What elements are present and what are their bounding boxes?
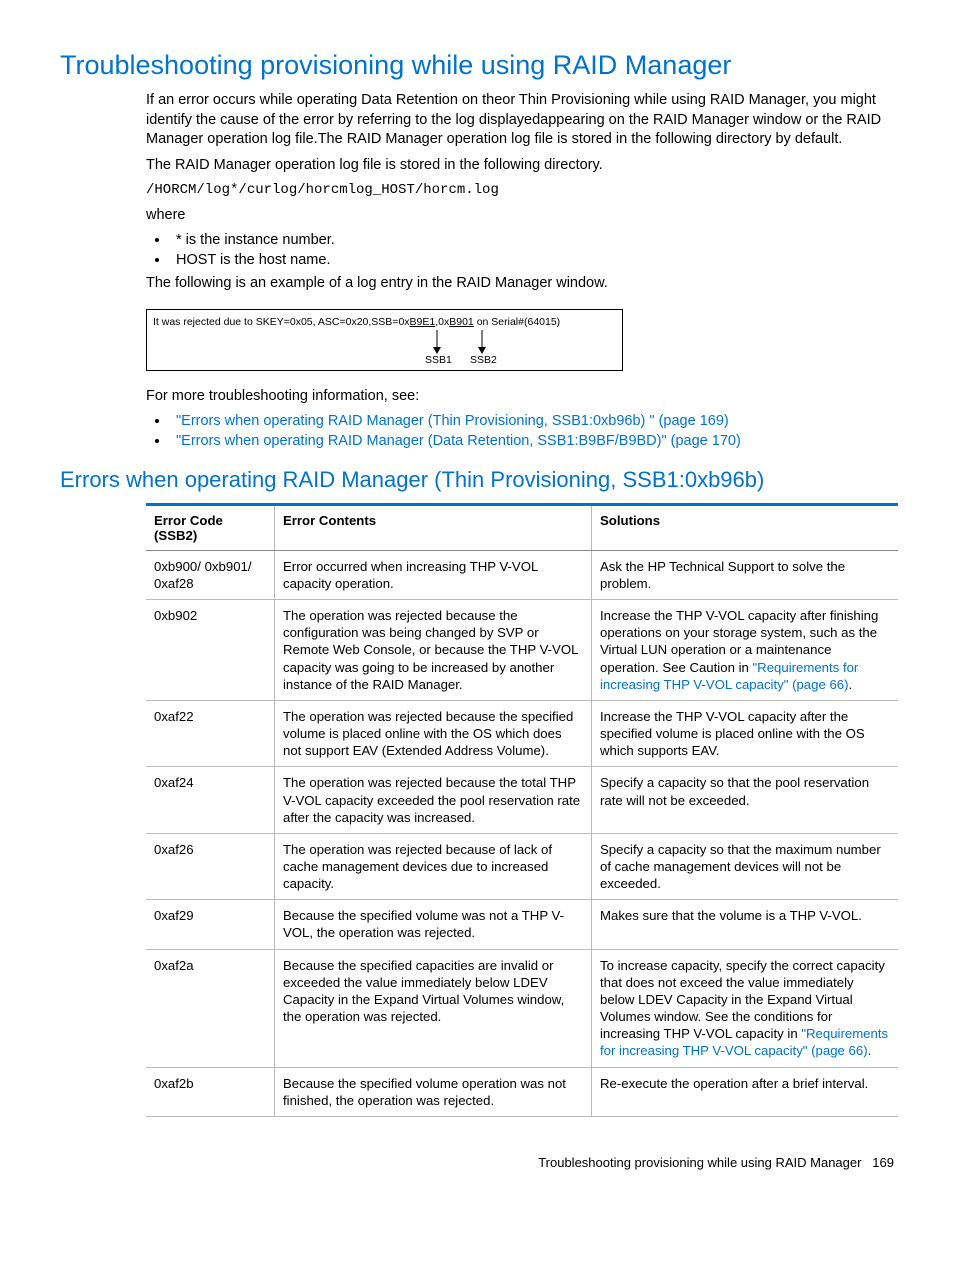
solution-text: Increase the THP V-VOL capacity after th…	[600, 709, 865, 758]
list-item: "Errors when operating RAID Manager (Thi…	[170, 413, 894, 429]
table-header: Solutions	[592, 504, 899, 550]
logfile-path: /HORCM/log*/curlog/horcmlog_HOST/horcm.l…	[146, 181, 894, 200]
solution-text: Specify a capacity so that the maximum n…	[600, 842, 881, 891]
solution-cell: Ask the HP Technical Support to solve th…	[592, 550, 899, 599]
error-contents-cell: Error occurred when increasing THP V-VOL…	[275, 550, 592, 599]
table-row: 0xaf24The operation was rejected because…	[146, 767, 898, 833]
where-list: * is the instance number. HOST is the ho…	[170, 232, 894, 268]
error-code-cell: 0xaf2a	[146, 949, 275, 1067]
error-contents-cell: Because the specified capacities are inv…	[275, 949, 592, 1067]
error-table: Error Code (SSB2) Error Contents Solutio…	[146, 503, 898, 1117]
table-row: 0xaf2bBecause the specified volume opera…	[146, 1067, 898, 1116]
solution-cell: Specify a capacity so that the maximum n…	[592, 833, 899, 899]
solution-cell: To increase capacity, specify the correc…	[592, 949, 899, 1067]
page-title: Troubleshooting provisioning while using…	[60, 50, 894, 81]
error-contents-cell: The operation was rejected because the c…	[275, 600, 592, 701]
error-contents-cell: The operation was rejected because the t…	[275, 767, 592, 833]
error-code-cell: 0xaf22	[146, 700, 275, 766]
table-row: 0xb902The operation was rejected because…	[146, 600, 898, 701]
footer-title: Troubleshooting provisioning while using…	[538, 1155, 861, 1170]
list-item: HOST is the host name.	[170, 252, 894, 268]
error-contents-cell: Because the specified volume operation w…	[275, 1067, 592, 1116]
more-info: For more troubleshooting information, se…	[146, 387, 894, 407]
solution-text: Ask the HP Technical Support to solve th…	[600, 559, 845, 591]
page-footer: Troubleshooting provisioning while using…	[60, 1155, 894, 1170]
solution-text: .	[868, 1043, 872, 1058]
solution-text: Makes sure that the volume is a THP V-VO…	[600, 908, 862, 923]
error-code-cell: 0xaf2b	[146, 1067, 275, 1116]
table-row: 0xb900/ 0xb901/ 0xaf28Error occurred whe…	[146, 550, 898, 599]
list-item: "Errors when operating RAID Manager (Dat…	[170, 433, 894, 449]
solution-cell: Makes sure that the volume is a THP V-VO…	[592, 900, 899, 949]
xref-link[interactable]: "Errors when operating RAID Manager (Dat…	[176, 433, 741, 449]
xref-link[interactable]: "Errors when operating RAID Manager (Thi…	[176, 413, 729, 429]
table-header: Error Contents	[275, 504, 592, 550]
intro-paragraph: If an error occurs while operating Data …	[146, 91, 894, 150]
solution-text: Re-execute the operation after a brief i…	[600, 1076, 868, 1091]
error-code-cell: 0xaf26	[146, 833, 275, 899]
error-code-cell: 0xb902	[146, 600, 275, 701]
footer-page: 169	[872, 1155, 894, 1170]
logfile-intro: The RAID Manager operation log file is s…	[146, 156, 894, 176]
error-contents-cell: Because the specified volume was not a T…	[275, 900, 592, 949]
error-code-cell: 0xaf29	[146, 900, 275, 949]
ssb1-label: SSB1	[425, 354, 452, 366]
error-code-cell: 0xb900/ 0xb901/ 0xaf28	[146, 550, 275, 599]
error-contents-cell: The operation was rejected because of la…	[275, 833, 592, 899]
table-header: Error Code (SSB2)	[146, 504, 275, 550]
log-example-box: It was rejected due to SKEY=0x05, ASC=0x…	[146, 309, 623, 371]
example-intro: The following is an example of a log ent…	[146, 274, 894, 294]
table-row: 0xaf2aBecause the specified capacities a…	[146, 949, 898, 1067]
solution-text: Specify a capacity so that the pool rese…	[600, 775, 869, 807]
list-item: * is the instance number.	[170, 232, 894, 248]
solution-cell: Specify a capacity so that the pool rese…	[592, 767, 899, 833]
where-label: where	[146, 206, 894, 226]
solution-cell: Re-execute the operation after a brief i…	[592, 1067, 899, 1116]
xref-list: "Errors when operating RAID Manager (Thi…	[170, 413, 894, 449]
log-arrows-icon	[147, 310, 622, 370]
table-row: 0xaf29Because the specified volume was n…	[146, 900, 898, 949]
error-contents-cell: The operation was rejected because the s…	[275, 700, 592, 766]
section-heading: Errors when operating RAID Manager (Thin…	[60, 467, 894, 493]
solution-cell: Increase the THP V-VOL capacity after fi…	[592, 600, 899, 701]
table-row: 0xaf22The operation was rejected because…	[146, 700, 898, 766]
solution-cell: Increase the THP V-VOL capacity after th…	[592, 700, 899, 766]
solution-text: .	[849, 677, 853, 692]
error-code-cell: 0xaf24	[146, 767, 275, 833]
ssb2-label: SSB2	[470, 354, 497, 366]
table-row: 0xaf26The operation was rejected because…	[146, 833, 898, 899]
